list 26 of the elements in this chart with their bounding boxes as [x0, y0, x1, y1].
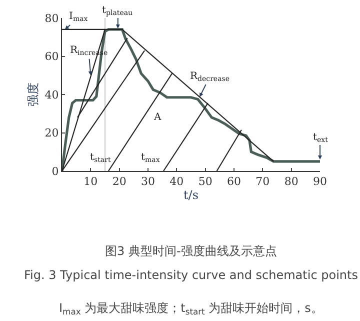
x-tick-label: 90 [313, 175, 327, 188]
y-tick-label: 0 [52, 164, 59, 178]
annotation: t$_{start}$ [90, 152, 111, 164]
x-tick-label: 60 [227, 175, 241, 188]
y-tick-label: 20 [44, 126, 59, 140]
x-tick-label: 50 [198, 175, 212, 188]
y-tick-label: 40 [44, 88, 59, 102]
y-tick-label: 60 [44, 50, 59, 64]
x-tick-label: 70 [256, 175, 270, 188]
annotation: A [153, 112, 162, 123]
annotation: t$_{max}$ [141, 152, 160, 164]
x-tick-label: 40 [170, 175, 184, 188]
caption: Fig. 3 Typical time-intensity curve and schematic points [24, 268, 358, 282]
y-tick-label: 80 [44, 12, 59, 25]
x-axis-title: t/s [183, 188, 199, 202]
x-tick-label: 10 [84, 175, 98, 188]
annotation: t$_{plateau}$ [102, 5, 134, 18]
x-tick-label: 30 [141, 175, 155, 188]
annotation: t$_{ext}$ [313, 132, 328, 144]
y-axis-title: 强度 [26, 82, 40, 106]
annotation: R$_{decrease}$ [190, 71, 230, 84]
annotation: I$_{max}$ [69, 11, 88, 24]
x-tick-label: 20 [112, 175, 126, 188]
text: I$_{max}$ 为最大甜味强度；t$_{start}$ 为甜味开始时间，s。 [59, 301, 323, 317]
caption: 图3 典型时间-强度曲线及示意点 [105, 244, 277, 258]
x-tick-label: 80 [284, 175, 298, 188]
